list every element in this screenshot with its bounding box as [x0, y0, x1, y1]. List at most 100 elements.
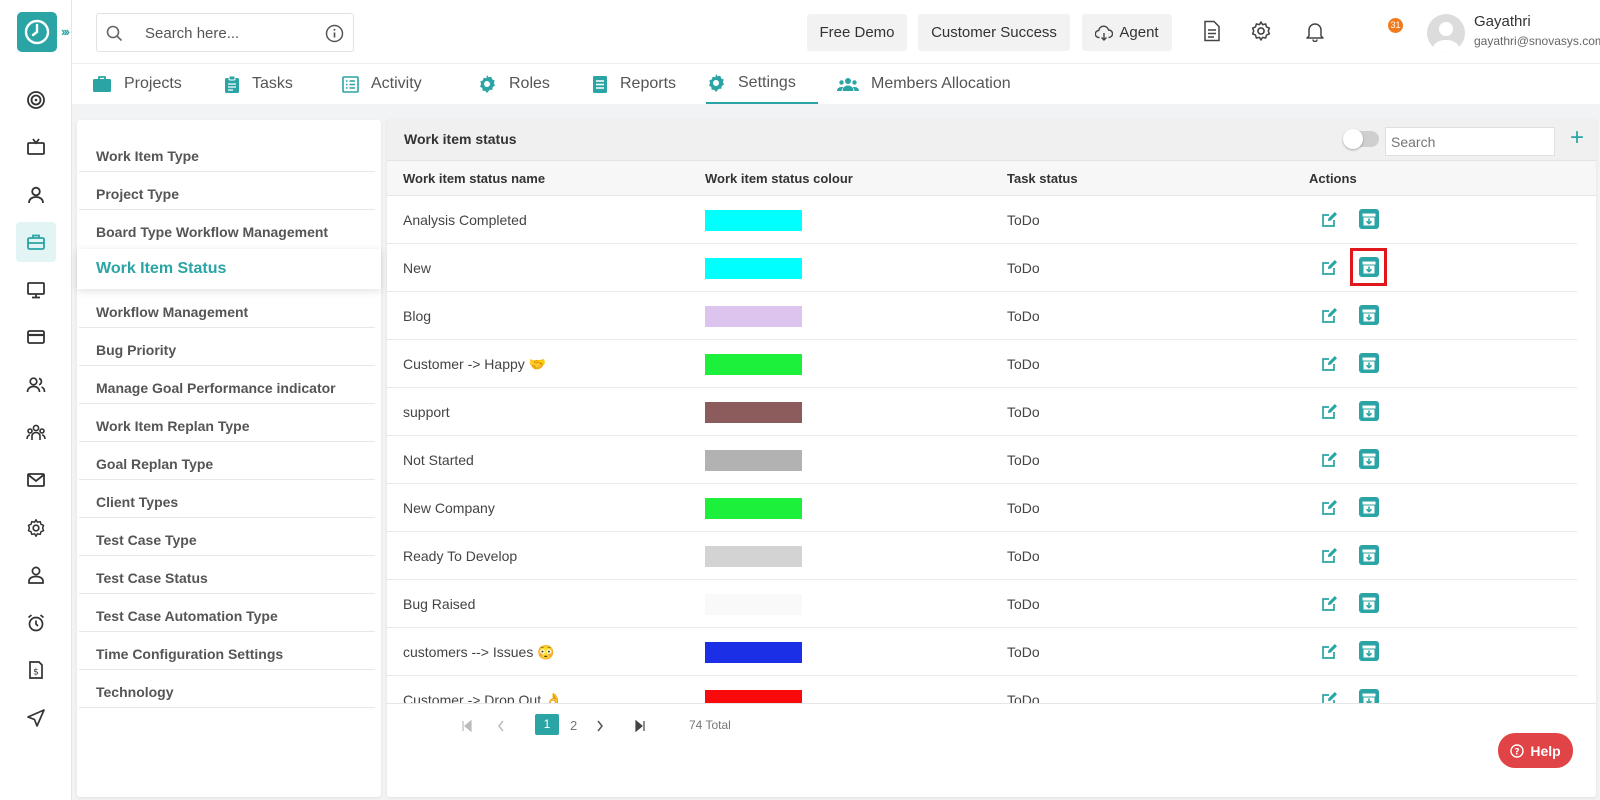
user-icon[interactable]: [16, 175, 56, 215]
mail-icon[interactable]: [16, 460, 56, 500]
help-button[interactable]: ? Help: [1498, 733, 1573, 768]
menu-item-work-item-status[interactable]: Work Item Status: [77, 249, 381, 289]
menu-item-board-type-workflow[interactable]: Board Type Workflow Management: [96, 224, 329, 240]
search-icon: [106, 25, 123, 42]
edit-icon[interactable]: [1321, 547, 1338, 564]
list-icon: [342, 75, 359, 93]
archive-button[interactable]: [1359, 497, 1379, 517]
edit-icon[interactable]: [1321, 259, 1338, 276]
archive-button[interactable]: [1359, 593, 1379, 613]
notification-count-badge: 31: [1388, 18, 1403, 33]
archive-button[interactable]: [1359, 257, 1379, 277]
tab-members-allocation[interactable]: Members Allocation: [837, 64, 1011, 104]
edit-icon[interactable]: [1321, 499, 1338, 516]
document-icon[interactable]: [1202, 20, 1222, 42]
menu-item-project-type[interactable]: Project Type: [96, 186, 179, 202]
next-page-icon[interactable]: [595, 720, 605, 732]
users-icon[interactable]: [16, 365, 56, 405]
previous-page-icon[interactable]: [496, 720, 506, 732]
search-input[interactable]: Search here...: [145, 25, 240, 42]
customer-success-button[interactable]: Customer Success: [918, 14, 1070, 51]
menu-divider: [79, 327, 375, 328]
status-name: Bug Raised: [403, 596, 476, 612]
last-page-icon[interactable]: [634, 720, 646, 732]
question-icon: ?: [1510, 743, 1525, 758]
task-status: ToDo: [1007, 500, 1040, 516]
info-icon[interactable]: [325, 24, 344, 43]
menu-divider: [79, 593, 375, 594]
top-bar: Search here... Free Demo Customer Succes…: [72, 0, 1600, 64]
status-name: Not Started: [403, 452, 474, 468]
edit-icon[interactable]: [1321, 451, 1338, 468]
monitor-icon[interactable]: [16, 270, 56, 310]
tab-projects[interactable]: Projects: [92, 64, 182, 104]
menu-item-time-configuration[interactable]: Time Configuration Settings: [96, 646, 284, 662]
archive-icon: [1362, 453, 1376, 465]
tab-activity[interactable]: Activity: [342, 64, 422, 104]
briefcase-icon[interactable]: [16, 222, 56, 262]
menu-item-test-case-automation-type[interactable]: Test Case Automation Type: [96, 608, 278, 624]
expand-menu-icon[interactable]: ›››: [61, 24, 70, 39]
global-search[interactable]: Search here...: [96, 13, 354, 52]
menu-divider: [79, 171, 375, 172]
tab-roles-label: Roles: [509, 75, 550, 92]
edit-icon[interactable]: [1321, 355, 1338, 372]
first-page-icon[interactable]: [461, 720, 473, 732]
archive-button[interactable]: [1359, 353, 1379, 373]
archive-button[interactable]: [1359, 209, 1379, 229]
clipboard-icon: [225, 75, 239, 93]
settings-gear-icon[interactable]: [16, 508, 56, 548]
page-1-button[interactable]: 1: [535, 714, 559, 735]
free-demo-button[interactable]: Free Demo: [807, 14, 907, 51]
bell-icon[interactable]: [1304, 20, 1326, 42]
status-name: support: [403, 404, 450, 420]
briefcase-icon: [93, 76, 111, 92]
tab-tasks[interactable]: Tasks: [224, 64, 293, 104]
menu-divider: [79, 479, 375, 480]
card-icon[interactable]: [16, 317, 56, 357]
alarm-clock-icon[interactable]: [16, 603, 56, 643]
page-2-button[interactable]: 2: [570, 718, 578, 733]
tab-settings[interactable]: Settings: [706, 64, 818, 104]
tab-roles[interactable]: Roles: [477, 64, 550, 104]
edit-icon[interactable]: [1321, 307, 1338, 324]
menu-item-work-item-replan-type[interactable]: Work Item Replan Type: [96, 418, 250, 434]
edit-icon[interactable]: [1321, 211, 1338, 228]
archive-button[interactable]: [1359, 641, 1379, 661]
archive-button[interactable]: [1359, 305, 1379, 325]
menu-item-work-item-type[interactable]: Work Item Type: [96, 148, 199, 164]
menu-item-technology[interactable]: Technology: [96, 684, 174, 700]
menu-item-client-types[interactable]: Client Types: [96, 494, 179, 510]
dashboard-target-icon[interactable]: [16, 80, 56, 120]
archive-icon: [1362, 501, 1376, 513]
tab-reports[interactable]: Reports: [592, 64, 676, 104]
tv-icon[interactable]: [16, 127, 56, 167]
app-logo-clock-icon[interactable]: [17, 12, 57, 52]
menu-item-bug-priority[interactable]: Bug Priority: [96, 342, 177, 358]
team-icon[interactable]: [16, 413, 56, 453]
edit-icon[interactable]: [1321, 403, 1338, 420]
edit-icon[interactable]: [1321, 595, 1338, 612]
help-label: Help: [1530, 742, 1561, 759]
send-icon[interactable]: [16, 698, 56, 738]
menu-item-test-case-type[interactable]: Test Case Type: [96, 532, 197, 548]
agent-button[interactable]: Agent: [1082, 14, 1172, 51]
archive-button[interactable]: [1359, 449, 1379, 469]
gear-icon[interactable]: [1250, 20, 1272, 42]
avatar[interactable]: [1427, 14, 1465, 52]
menu-item-workflow-management[interactable]: Workflow Management: [96, 304, 249, 320]
menu-item-goal-replan-type[interactable]: Goal Replan Type: [96, 456, 214, 472]
person-badge-icon[interactable]: [16, 555, 56, 595]
archive-button[interactable]: [1359, 545, 1379, 565]
archive-button[interactable]: [1359, 401, 1379, 421]
menu-divider: [79, 441, 375, 442]
highlight-box: [1350, 248, 1387, 286]
menu-item-goal-performance-indicator[interactable]: Manage Goal Performance indicator: [96, 380, 336, 396]
edit-icon[interactable]: [1321, 643, 1338, 660]
menu-item-test-case-status[interactable]: Test Case Status: [96, 570, 208, 586]
archived-toggle[interactable]: [1343, 129, 1379, 149]
task-status: ToDo: [1007, 548, 1040, 564]
invoice-icon[interactable]: $: [16, 650, 56, 690]
add-status-plus-icon[interactable]: +: [1570, 124, 1585, 151]
status-search-input[interactable]: [1385, 127, 1555, 156]
